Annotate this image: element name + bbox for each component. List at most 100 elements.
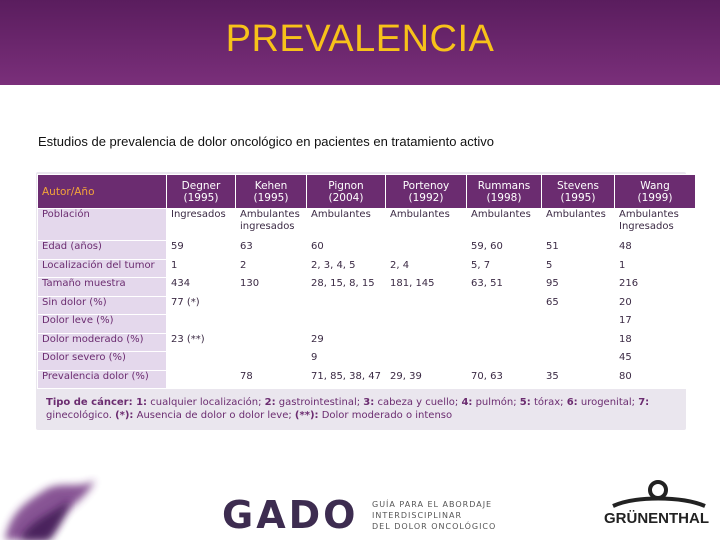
table-cell: 77 (*) [166,295,236,315]
row-label: Edad (años) [37,240,167,260]
table-cell: 95 [541,277,615,297]
author-name: Stevens [556,179,600,192]
author-name: Pignon [328,179,364,192]
table-cell [385,295,467,315]
corner-header: Autor/Año [37,174,167,209]
guide-line: INTERDISCIPLINAR [372,511,463,520]
author-name: Kehen [254,179,288,192]
row-label: Prevalencia dolor (%) [37,369,167,389]
table-row: Dolor leve (%) 17 [37,314,696,334]
footnote-part: ginecológico. [46,410,116,421]
column-header: Kehen (1995) [235,174,307,209]
author-name: Portenoy [402,179,450,192]
table-cell: 65 [541,295,615,315]
author-name: Degner [181,179,221,192]
footnote-part: 6: [566,397,578,408]
column-header: Rummans (1998) [466,174,542,209]
table-cell [235,351,307,371]
table-cell [166,351,236,371]
table-cell: 70, 63 [466,369,542,389]
table-cell: 71, 85, 38, 47 [306,369,386,389]
table-cell: Ambulantes [541,208,615,241]
table-cell [166,314,236,334]
table-cell [541,351,615,371]
table-cell: 1 [166,258,236,278]
footnote: Tipo de cáncer: 1: cualquier localizació… [46,396,676,422]
table-row: Prevalencia dolor (%) 78 71, 85, 38, 47 29,… [37,369,696,389]
table-cell: 59, 60 [466,240,542,260]
table-cell [466,332,542,352]
table-cell: 2, 4 [385,258,467,278]
table-cell [306,295,386,315]
table-cell: 2 [235,258,307,278]
footnote-part: (**): [294,410,319,421]
table-cell: 20 [614,295,696,315]
table-cell: Ambulantes [306,208,386,241]
row-label: Dolor leve (%) [37,314,167,334]
table-cell: Ambulantes [466,208,542,241]
footnote-part: Ausencia de dolor o dolor leve; [133,410,295,421]
footnote-part: (*): [115,410,134,421]
guide-line: GUÍA PARA EL ABORDAJE [372,500,493,509]
table-cell: 63 [235,240,307,260]
column-header: Stevens (1995) [541,174,615,209]
table-cell: 28, 15, 8, 15 [306,277,386,297]
table-cell: 59 [166,240,236,260]
table-row: Tamaño muestra 434 130 28, 15, 8, 15 181, 14… [37,277,696,297]
row-label: Dolor severo (%) [37,351,167,371]
table-cell [235,314,307,334]
table-cell: 17 [614,314,696,334]
table-row: Dolor severo (%) 9 45 [37,351,696,371]
footnote-part: pulmón; [472,397,520,408]
table-cell: 18 [614,332,696,352]
table-cell: 63, 51 [466,277,542,297]
footnote-part: 3: [363,397,375,408]
table-cell: 1 [614,258,696,278]
column-header: Portenoy (1992) [385,174,467,209]
table-row: Dolor moderado (%) 23 (**) 29 18 [37,332,696,352]
table-row: Localización del tumor 1 2 2, 3, 4, 5 2, 4 5,… [37,258,696,278]
table-cell: 80 [614,369,696,389]
author-year: (1999) [637,191,673,204]
table-row: Población Ingresados Ambulantes ingresados… [37,208,696,241]
table-cell: 29, 39 [385,369,467,389]
author-year: (2004) [328,191,364,204]
column-header: Wang (1999) [614,174,696,209]
table-cell: 9 [306,351,386,371]
table-cell: 181, 145 [385,277,467,297]
table-cell [466,314,542,334]
guide-line: DEL DOLOR ONCOLÓGICO [372,522,497,531]
table-cell: 35 [541,369,615,389]
table-cell: 45 [614,351,696,371]
footnote-part: 2: [264,397,276,408]
table-cell: Ambulantes Ingresados [614,208,696,241]
table-cell: Ambulantes [385,208,467,241]
author-name: Wang [640,179,670,192]
author-year: (1995) [560,191,596,204]
table-cell: 51 [541,240,615,260]
table-cell [235,295,307,315]
subtitle: Estudios de prevalencia de dolor oncológ… [38,134,495,149]
footnote-part: cabeza y cuello; [374,397,462,408]
footnote-part: Tipo de cáncer: 1: [46,397,148,408]
table-cell [385,332,467,352]
table-cell [166,369,236,389]
row-label: Dolor moderado (%) [37,332,167,352]
footnote-part: 5: [519,397,531,408]
table-cell: 130 [235,277,307,297]
smoke-decoration [5,480,95,540]
table-cell [466,351,542,371]
table-cell: 78 [235,369,307,389]
author-name: Rummans [477,179,531,192]
gado-logo: GADO [222,493,359,537]
footnote-part: 4: [461,397,473,408]
header-row: Autor/Año Degner (1995) Kehen (1995) Pignon (2… [37,174,696,209]
table-cell: 2, 3, 4, 5 [306,258,386,278]
table-cell: Ingresados [166,208,236,241]
author-year: (1995) [183,191,219,204]
table-row: Sin dolor (%) 77 (*) 65 20 [37,295,696,315]
row-label: Tamaño muestra [37,277,167,297]
footnote-part: urogenital; [577,397,639,408]
table-cell [466,295,542,315]
